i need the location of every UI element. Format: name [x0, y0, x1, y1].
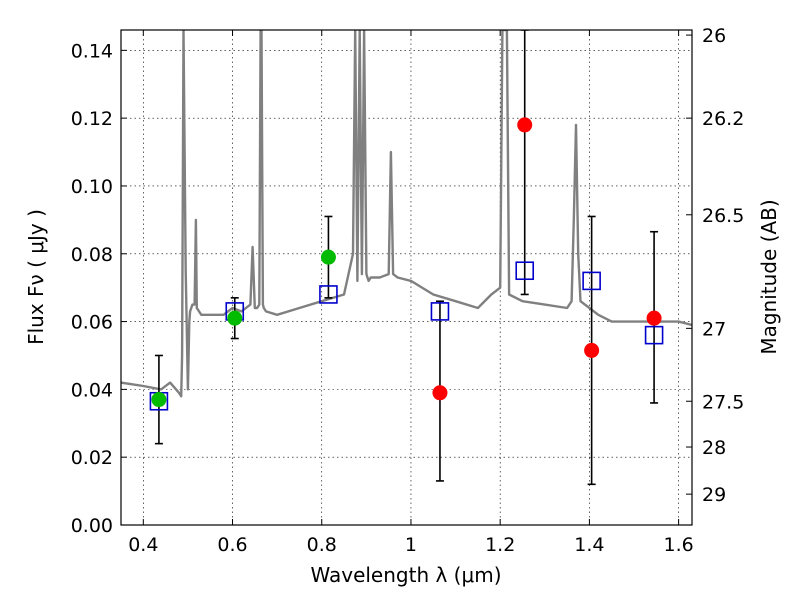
y-tick-label: 0.10: [71, 176, 113, 198]
nondetection-point: [432, 385, 448, 401]
right-tick-label: 27.5: [702, 391, 744, 413]
x-tick-label: 0.6: [217, 534, 247, 556]
model-flux-square: [582, 271, 601, 291]
plot-frame: [120, 29, 693, 526]
x-tick-label: 0.4: [128, 534, 158, 556]
y-tick-label: 0.14: [71, 40, 113, 62]
model-flux-square: [430, 302, 450, 321]
y-tick-label: 0.02: [71, 447, 113, 469]
x-tick-label: 1.4: [574, 534, 604, 556]
y-tick-label: 0.06: [71, 312, 113, 334]
y-axis-label: Flux Fν ( μJy ): [24, 209, 48, 345]
nondetection-point: [584, 342, 600, 358]
right-tick-label: 26.2: [702, 108, 744, 130]
plot-area: [121, 30, 692, 486]
x-tick-label: 1.6: [664, 534, 694, 556]
detection-point: [227, 310, 243, 326]
x-tick-label: 0.8: [307, 534, 337, 556]
model-flux-square: [644, 325, 664, 345]
right-tick-label: 26: [702, 25, 726, 47]
axis-ticks: 0.4 0.6 0.8 1 1.2 1.4 1.6 0.00 0.02 0.04 0.06 0.08 0…: [71, 25, 745, 556]
right-tick-label: 28: [702, 437, 726, 459]
model-flux-square: [515, 261, 535, 281]
x-tick-label: 1: [405, 534, 417, 556]
nondetection-point: [646, 310, 662, 326]
nondetection-point: [517, 117, 533, 133]
x-axis-label: Wavelength λ (μm): [310, 563, 501, 587]
right-tick-label: 29: [702, 484, 726, 506]
detection-point: [151, 392, 167, 408]
y-tick-label: 0.08: [71, 244, 113, 266]
right-tick-label: 27: [702, 318, 726, 340]
y-tick-label: 0.12: [71, 108, 113, 130]
x-tick-label: 1.2: [485, 534, 515, 556]
model-spectrum-line: [121, 30, 692, 398]
y-tick-label: 0.04: [71, 379, 113, 401]
y-tick-label: 0.00: [71, 515, 113, 537]
model-flux-square: [319, 285, 338, 304]
y-axis-label-right: Magnitude (AB): [757, 199, 781, 354]
right-tick-label: 26.5: [702, 205, 744, 227]
detection-point: [320, 249, 336, 265]
